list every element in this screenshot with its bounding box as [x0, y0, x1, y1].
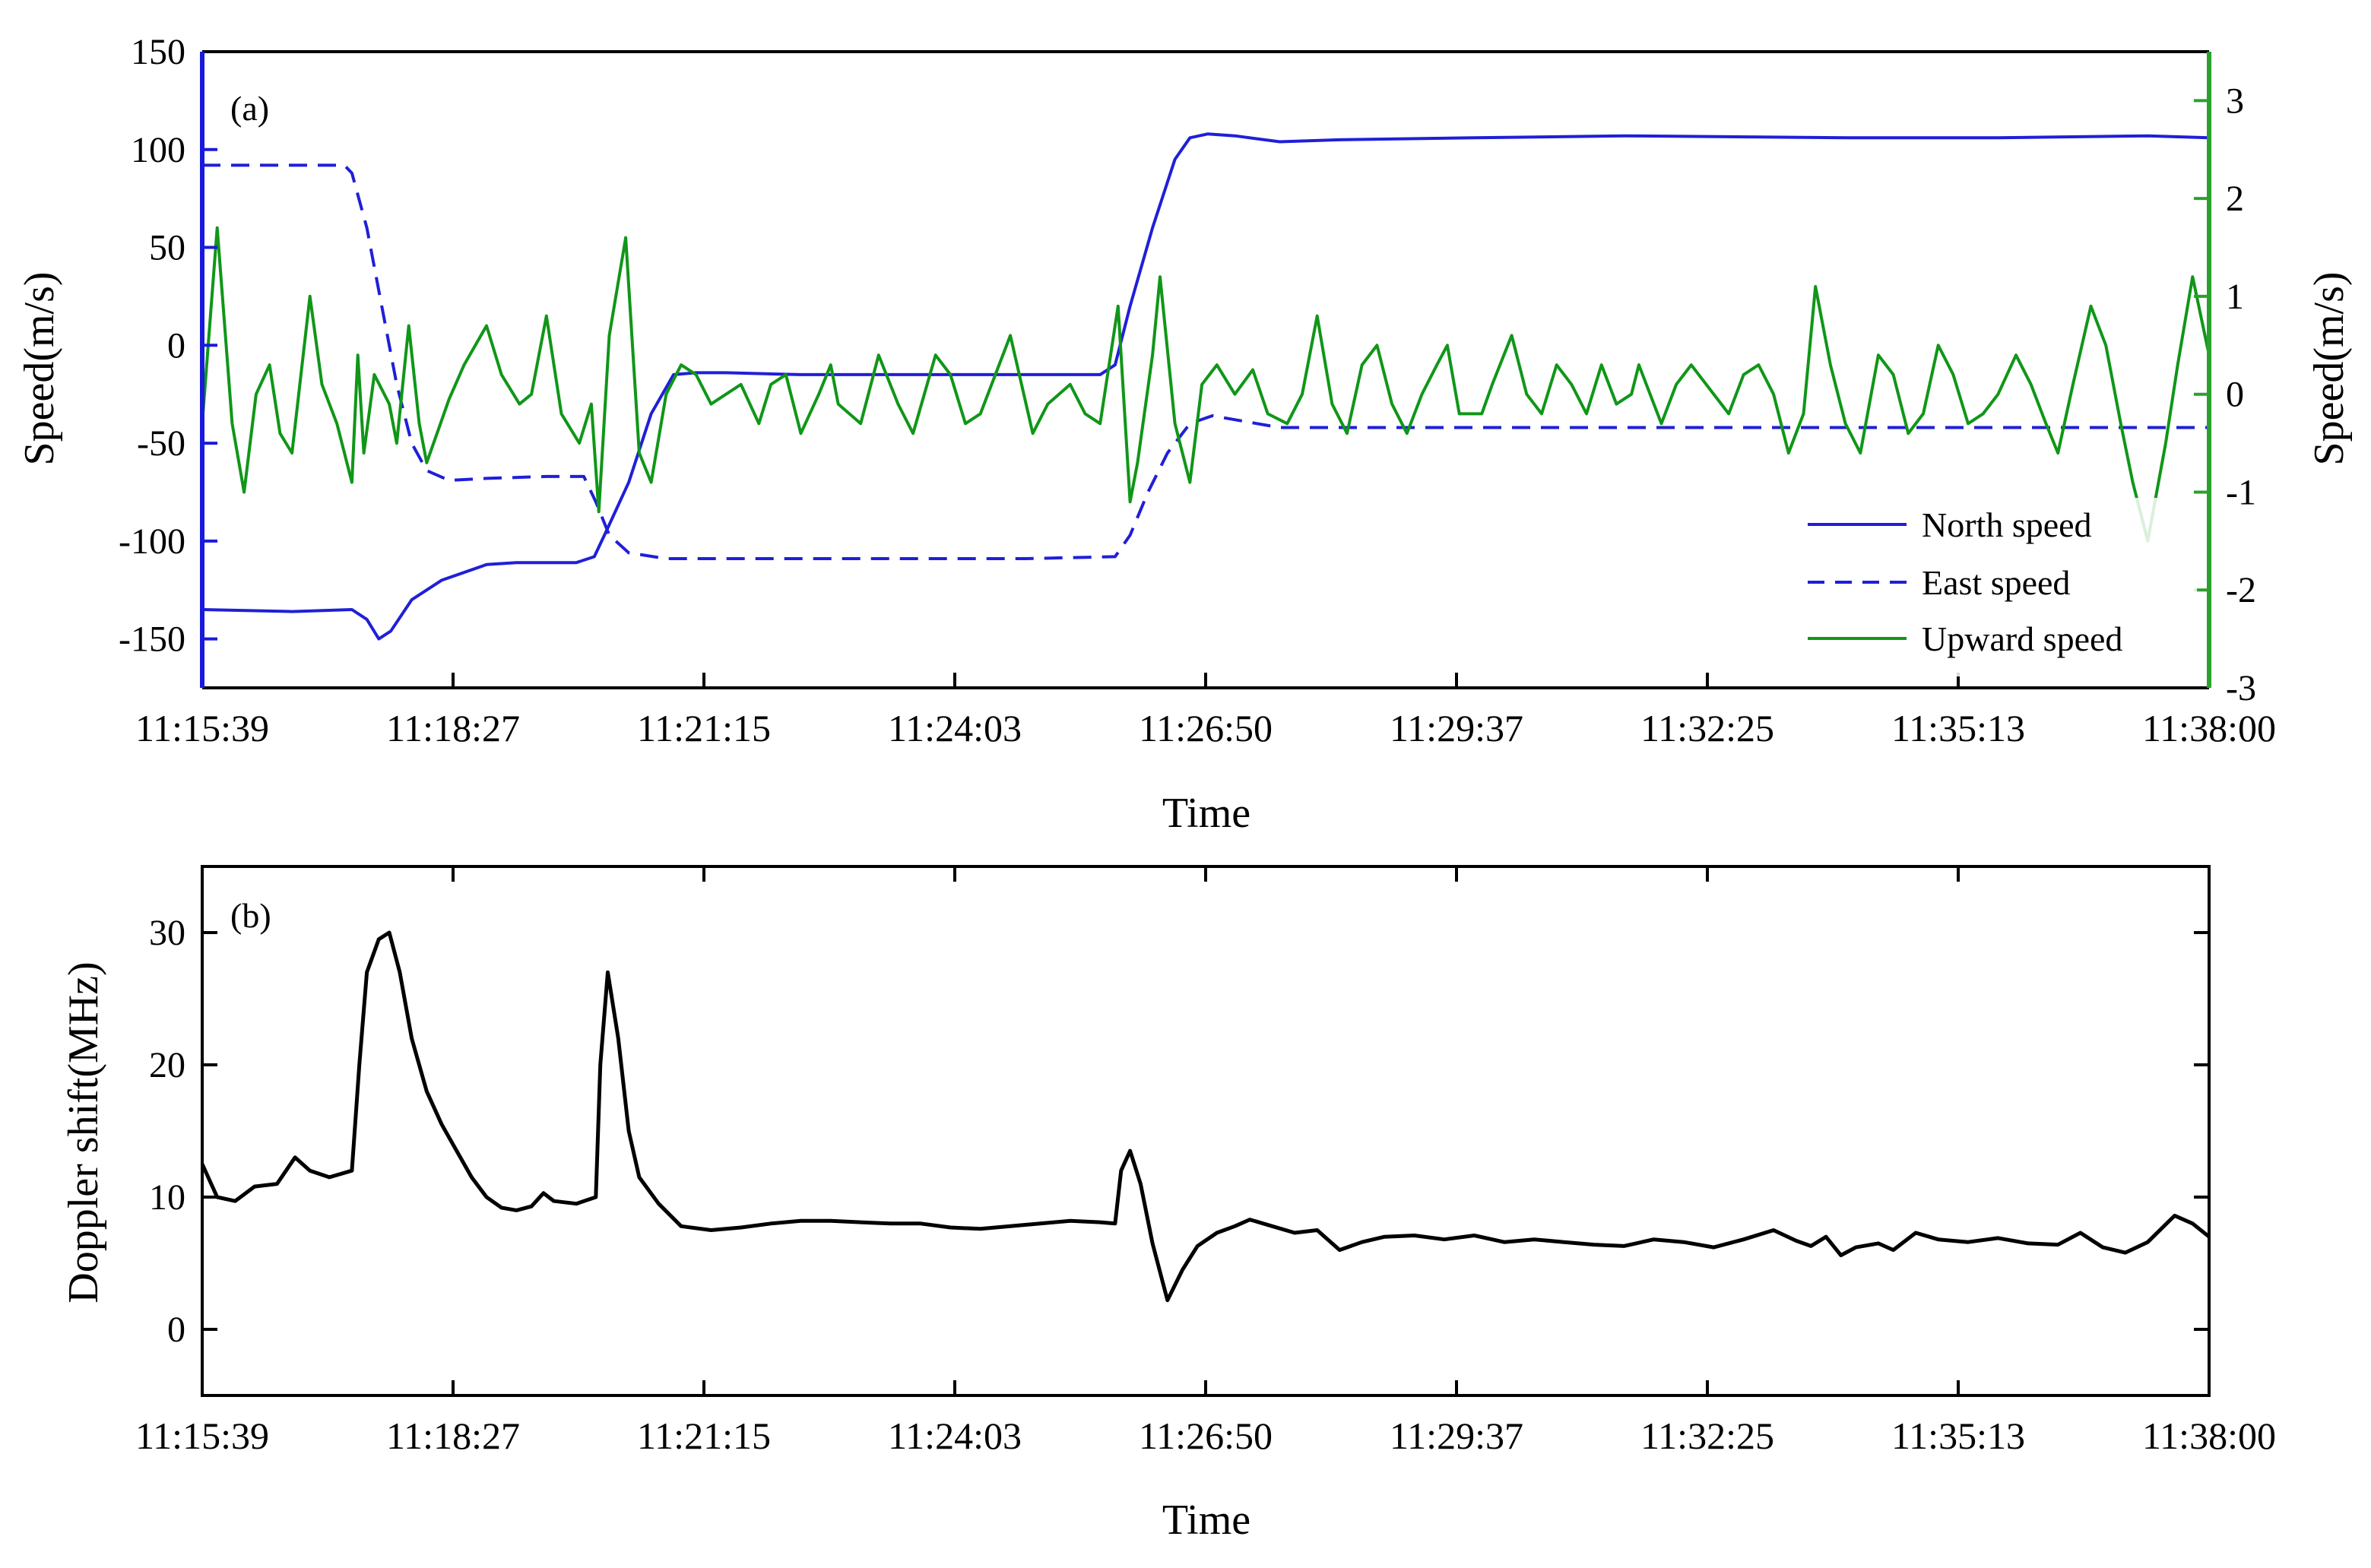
doppler-x-tick-label: 11:38:00: [2142, 1414, 2276, 1457]
speed-x-tick-label: 11:26:50: [1139, 707, 1273, 749]
doppler-x-tick-label: 11:26:50: [1139, 1414, 1273, 1457]
speed-right-tick-label: 3: [2226, 81, 2244, 121]
speed-x-tick-label: 11:15:39: [135, 707, 269, 749]
speed-left-tick-label: -100: [119, 521, 185, 562]
doppler-x-tick-label: 11:35:13: [1891, 1414, 2025, 1457]
doppler-series-line: [200, 930, 2211, 1303]
legend-background: [1786, 498, 2197, 676]
speed-x-tick-label: 11:35:13: [1891, 707, 2025, 749]
doppler-x-ticks: 11:15:39 11:18:27 11:21:15 11:24:03 11:26:50…: [135, 866, 2276, 1457]
doppler-axes-frame: [201, 865, 2211, 1397]
speed-right-tick-label: -2: [2226, 570, 2256, 610]
speed-left-y-axis-label: Speed(m/s): [16, 271, 63, 465]
speed-left-tick-label: 50: [149, 228, 185, 268]
doppler-y-tick-label: 0: [167, 1310, 185, 1350]
speed-x-tick-label: 11:29:37: [1390, 707, 1523, 749]
speed-right-tick-label: -3: [2226, 668, 2256, 708]
speed-right-y-ticks: 3 2 1 0 -1 -2 -3: [2194, 81, 2256, 708]
speed-x-tick-label: 11:18:27: [386, 707, 520, 749]
speed-axes-frame: [200, 50, 2211, 689]
doppler-x-tick-label: 11:29:37: [1390, 1414, 1523, 1457]
speed-left-tick-label: 150: [131, 32, 185, 72]
speed-right-tick-label: 1: [2226, 277, 2244, 317]
legend-north-label: North speed: [1922, 505, 2092, 544]
speed-x-axis-label: Time: [1162, 790, 1250, 837]
speed-left-tick-label: 100: [131, 130, 185, 170]
speed-left-tick-label: -150: [119, 619, 185, 660]
speed-left-tick-label: 0: [167, 325, 185, 366]
doppler-x-axis-label: Time: [1162, 1497, 1250, 1544]
speed-series-lines: [201, 132, 2211, 641]
speed-x-tick-label: 11:38:00: [2142, 707, 2276, 749]
speed-panel: 150 100 50 0 -50 -100 -150 3 2 1 0 -1 -2 -3 11:15:39…: [16, 32, 2353, 837]
doppler-x-tick-label: 11:24:03: [888, 1414, 1022, 1457]
doppler-frame: [201, 865, 2211, 1397]
doppler-y-tick-label: 10: [149, 1177, 185, 1218]
doppler-y-axis-label: Doppler shift(MHz): [60, 961, 107, 1303]
doppler-shift-line: [200, 930, 2211, 1303]
speed-left-y-ticks: 150 100 50 0 -50 -100 -150: [119, 32, 217, 660]
doppler-x-tick-label: 11:32:25: [1640, 1414, 1774, 1457]
doppler-y-tick-label: 20: [149, 1045, 185, 1085]
doppler-y-tick-label: 30: [149, 913, 185, 953]
panel-label-a: (a): [230, 89, 269, 128]
speed-right-tick-label: 2: [2226, 179, 2244, 219]
legend-upward-label: Upward speed: [1922, 619, 2122, 658]
upward-speed-line: [201, 226, 2211, 543]
panel-label-b: (b): [230, 896, 271, 935]
speed-x-tick-label: 11:24:03: [888, 707, 1022, 749]
speed-left-tick-label: -50: [137, 423, 185, 464]
doppler-y-ticks: 30 20 10 0: [149, 913, 2209, 1350]
speed-x-ticks: 11:15:39 11:18:27 11:21:15 11:24:03 11:26:50…: [135, 673, 2276, 749]
speed-x-tick-label: 11:21:15: [637, 707, 771, 749]
doppler-panel: 30 20 10 0 11:15:39 11:18:27 11:21:15 11:24:03…: [60, 865, 2276, 1544]
doppler-x-tick-label: 11:15:39: [135, 1414, 269, 1457]
speed-right-y-axis-label: Speed(m/s): [2306, 271, 2353, 465]
north-speed-line: [201, 132, 2210, 641]
speed-right-tick-label: -1: [2226, 472, 2256, 512]
doppler-x-tick-label: 11:18:27: [386, 1414, 520, 1457]
speed-legend: North speed East speed Upward speed: [1786, 498, 2197, 676]
doppler-x-tick-label: 11:21:15: [637, 1414, 771, 1457]
speed-x-tick-label: 11:32:25: [1640, 707, 1774, 749]
legend-east-label: East speed: [1922, 563, 2070, 602]
speed-right-tick-label: 0: [2226, 375, 2244, 415]
